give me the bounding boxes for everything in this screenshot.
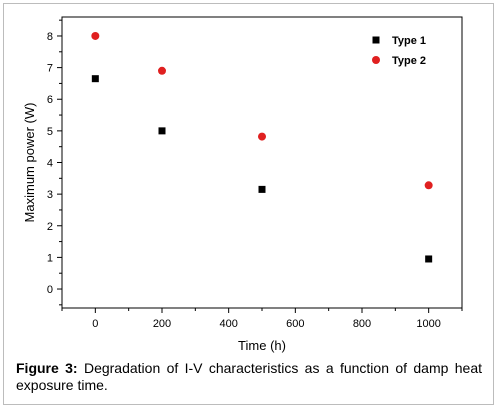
x-tick-label: 800 bbox=[353, 318, 371, 330]
legend-marker-type2 bbox=[372, 56, 380, 64]
legend-label: Type 2 bbox=[392, 55, 426, 67]
x-tick-label: 600 bbox=[286, 318, 304, 330]
legend-label: Type 1 bbox=[392, 35, 426, 47]
y-tick-label: 4 bbox=[47, 158, 53, 170]
y-tick-label: 7 bbox=[47, 63, 53, 75]
type2-point bbox=[91, 31, 100, 40]
caption-text: Degradation of I-V characteristics as a … bbox=[16, 360, 483, 393]
figure-caption: Figure 3: Degradation of I-V characteris… bbox=[16, 360, 482, 394]
y-tick-label: 0 bbox=[47, 284, 53, 296]
y-tick-label: 1 bbox=[47, 252, 53, 264]
type1-point bbox=[91, 75, 99, 83]
type2-point bbox=[424, 181, 433, 190]
type2-point bbox=[158, 66, 166, 75]
x-axis-label: Time (h) bbox=[238, 338, 286, 353]
y-tick-label: 3 bbox=[47, 189, 53, 201]
x-tick-label: 200 bbox=[153, 318, 171, 330]
type1-point bbox=[258, 185, 266, 193]
y-axis-label: Maximum power (W) bbox=[22, 103, 37, 223]
figure-frame bbox=[3, 3, 494, 405]
y-tick-label: 2 bbox=[47, 221, 53, 233]
x-tick-label: 0 bbox=[92, 318, 98, 330]
y-tick-label: 6 bbox=[47, 94, 53, 106]
caption-label: Figure 3: bbox=[16, 360, 78, 376]
legend-marker-type1 bbox=[372, 36, 380, 44]
x-tick-label: 400 bbox=[219, 318, 237, 330]
type2-point bbox=[258, 132, 266, 141]
x-tick-label: 1000 bbox=[416, 318, 440, 330]
y-tick-label: 8 bbox=[47, 31, 53, 43]
type1-point bbox=[425, 255, 433, 263]
type1-point bbox=[158, 127, 166, 135]
y-tick-label: 5 bbox=[47, 126, 53, 138]
